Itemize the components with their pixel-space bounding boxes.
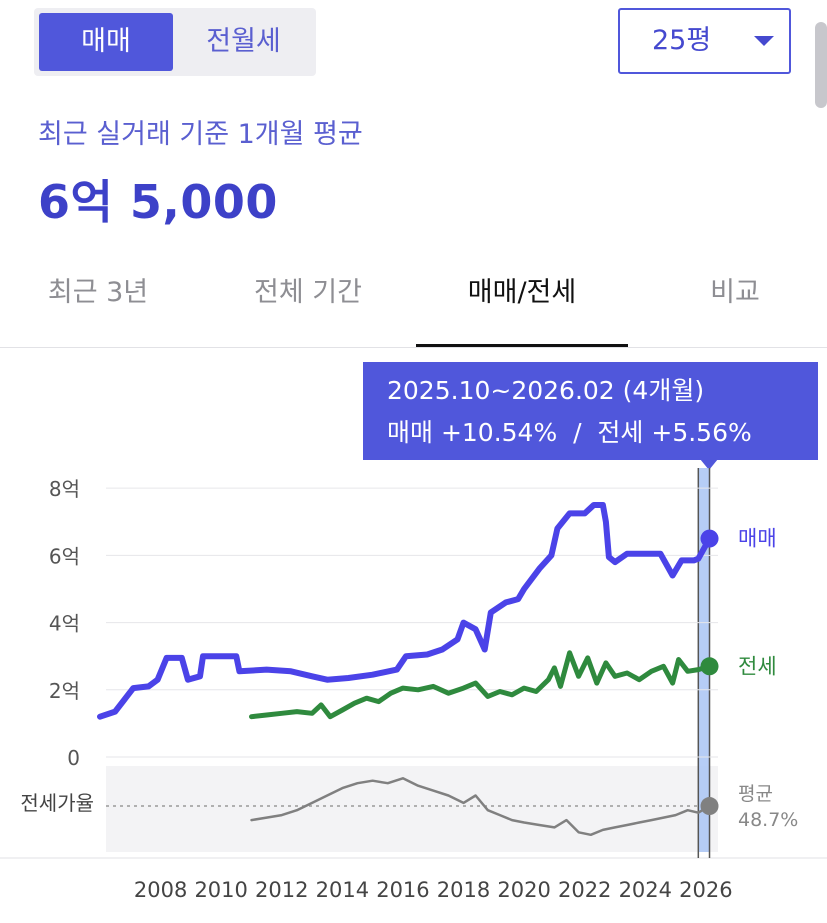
tab-sale-jeonse[interactable]: 매매/전세 bbox=[416, 260, 628, 347]
tab-recent-3-years[interactable]: 최근 3년 bbox=[47, 277, 149, 308]
ratio-average-value: 48.7% bbox=[738, 809, 798, 831]
x-tick-label: 2016 bbox=[376, 878, 429, 902]
y-tick-label: 8억 bbox=[49, 477, 80, 501]
x-tick-label: 2024 bbox=[619, 878, 672, 902]
size-select[interactable]: 25평 bbox=[618, 8, 791, 74]
ratio-end-point[interactable] bbox=[700, 797, 719, 816]
ratio-panel-background bbox=[106, 766, 718, 852]
x-tick-label: 2008 bbox=[134, 878, 187, 902]
size-select-value: 25평 bbox=[652, 25, 712, 56]
ratio-average-label: 평균 bbox=[738, 783, 773, 805]
y-tick-label: 2억 bbox=[49, 679, 80, 703]
y-tick-label: 4억 bbox=[49, 612, 80, 636]
tab-all-period[interactable]: 전체 기간 bbox=[254, 277, 362, 308]
tooltip-change: 매매 +10.54% / 전세 +5.56% bbox=[387, 418, 752, 447]
tab-compare[interactable]: 비교 bbox=[710, 277, 760, 308]
x-tick-label: 2026 bbox=[679, 878, 732, 902]
sale-series-label: 매매 bbox=[738, 527, 777, 551]
sale-toggle-option[interactable]: 매매 bbox=[39, 13, 173, 71]
deal-type-toggle: 매매 전월세 bbox=[34, 8, 316, 76]
tooltip-period: 2025.10~2026.02 (4개월) bbox=[387, 376, 705, 405]
jeonse-price-line bbox=[249, 650, 712, 720]
average-price: 6억 5,000 bbox=[38, 175, 278, 229]
average-caption: 최근 실거래 기준 1개월 평균 bbox=[38, 119, 363, 150]
y-tick-label: 0 bbox=[67, 746, 80, 770]
jeonse-end-point[interactable] bbox=[700, 657, 719, 676]
chart-tooltip: 2025.10~2026.02 (4개월) 매매 +10.54% / 전세 +5… bbox=[363, 362, 818, 460]
rent-toggle-option[interactable]: 전월세 bbox=[206, 26, 281, 57]
x-tick-label: 2018 bbox=[437, 878, 490, 902]
chevron-down-icon bbox=[754, 36, 774, 46]
x-tick-label: 2014 bbox=[316, 878, 369, 902]
x-tick-label: 2010 bbox=[194, 878, 247, 902]
x-tick-label: 2020 bbox=[497, 878, 550, 902]
x-tick-label: 2022 bbox=[558, 878, 611, 902]
tabs-divider bbox=[0, 347, 827, 348]
jeonse-ratio-line bbox=[250, 777, 711, 837]
sale-price-line bbox=[97, 502, 713, 720]
x-tick-label: 2012 bbox=[255, 878, 308, 902]
scrollbar[interactable] bbox=[815, 22, 827, 108]
ratio-panel-label: 전세가율 bbox=[20, 791, 94, 815]
y-tick-label: 6억 bbox=[49, 544, 80, 568]
sale-end-point[interactable] bbox=[700, 529, 719, 548]
jeonse-series-label: 전세 bbox=[738, 654, 777, 678]
tooltip-pointer bbox=[700, 459, 718, 470]
period-tabs: 최근 3년 전체 기간 매매/전세 비교 bbox=[0, 260, 827, 348]
